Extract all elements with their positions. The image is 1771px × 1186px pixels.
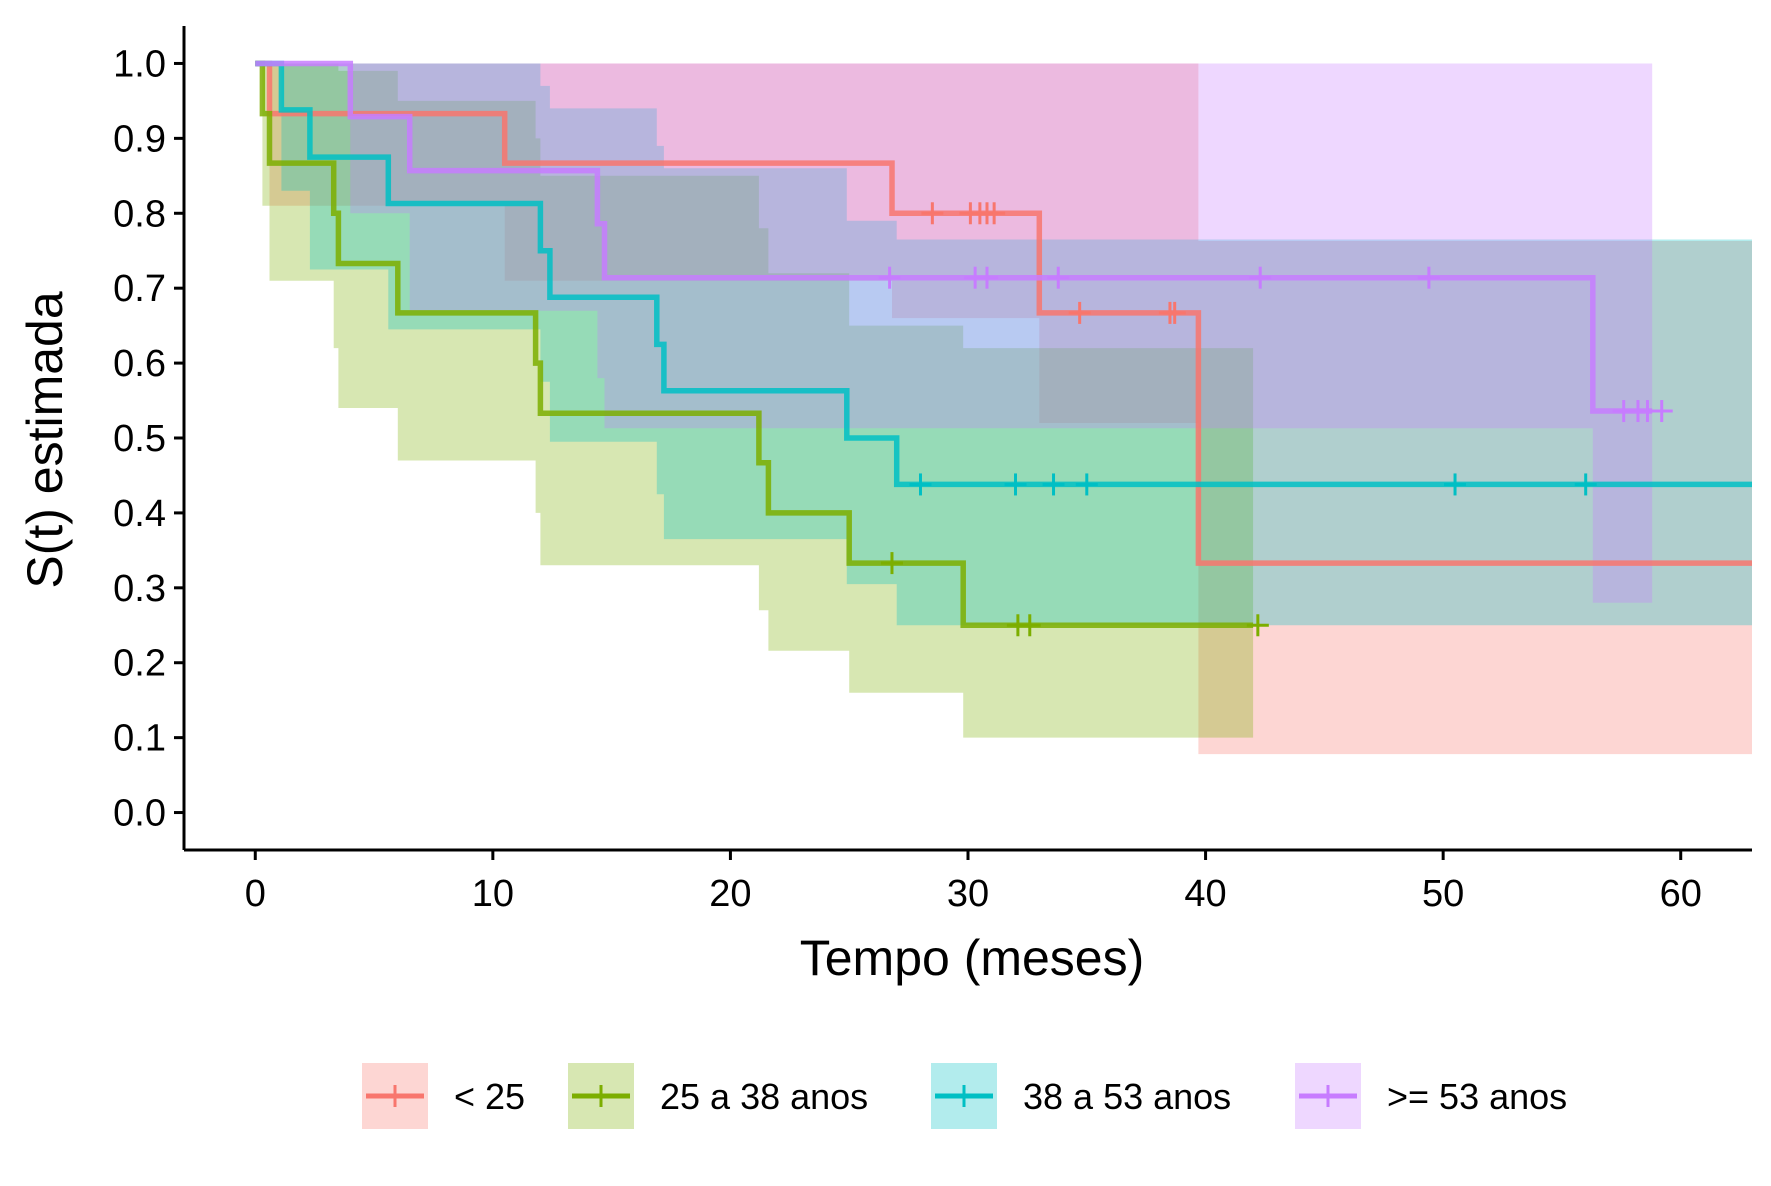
y-tick-label: 0.8	[113, 193, 166, 235]
censor-mark	[1574, 473, 1597, 496]
censor-mark	[1047, 266, 1070, 289]
axes: 0 10 20 30 40 50 60 0.00.10.20.30.40.50.60.70.…	[113, 26, 1752, 915]
censor-marks	[878, 202, 1673, 637]
legend-label: >= 53 anos	[1387, 1076, 1567, 1117]
confidence-band-0	[255, 63, 1752, 755]
y-tick-label: 0.1	[113, 718, 166, 760]
censor-mark	[921, 202, 944, 225]
legend-item: 25 a 38 anos	[568, 1063, 868, 1129]
censor-mark	[1042, 473, 1065, 496]
censor-mark	[1163, 301, 1186, 324]
survival-curves	[255, 60, 1752, 629]
confidence-band-1	[255, 63, 1254, 738]
censor-mark	[1068, 301, 1091, 324]
legend-item: >= 53 anos	[1295, 1063, 1567, 1129]
legend-item: < 25	[362, 1063, 525, 1129]
x-tick-label: 30	[947, 873, 989, 915]
legend-item: 38 a 53 anos	[931, 1063, 1231, 1129]
legend-label: 25 a 38 anos	[660, 1076, 868, 1117]
legend-label: 38 a 53 anos	[1023, 1076, 1231, 1117]
censor-mark	[1246, 614, 1269, 637]
censor-mark	[909, 473, 932, 496]
x-tick-label: 10	[472, 873, 514, 915]
x-axis-ticks: 0 10 20 30 40 50 60	[245, 850, 1702, 915]
y-axis-title: S(t) estimada	[17, 291, 73, 589]
censor-mark	[1004, 473, 1027, 496]
legend: < 25 25 a 38 anos 38 a 53 anos >= 53 anos	[362, 1063, 1567, 1129]
y-tick-label: 0.4	[113, 493, 166, 535]
y-tick-label: 1.0	[113, 43, 166, 85]
censor-mark	[1018, 614, 1041, 637]
legend-label: < 25	[454, 1076, 525, 1117]
survival-curve-2	[255, 60, 1752, 488]
y-tick-label: 0.6	[113, 343, 166, 385]
confidence-bands	[255, 63, 1752, 755]
censor-mark	[1417, 266, 1440, 289]
y-tick-label: 0.5	[113, 418, 166, 460]
survival-curve-3	[255, 60, 1653, 414]
y-tick-label: 0.2	[113, 643, 166, 685]
y-tick-label: 0.0	[113, 793, 166, 835]
x-tick-label: 50	[1422, 873, 1464, 915]
x-axis-title: Tempo (meses)	[800, 930, 1145, 986]
y-tick-label: 0.9	[113, 118, 166, 160]
survival-curve-0	[255, 60, 1752, 566]
confidence-band-3	[255, 63, 1653, 603]
x-tick-label: 20	[709, 873, 751, 915]
censor-mark	[1444, 473, 1467, 496]
censor-mark	[983, 202, 1006, 225]
y-tick-label: 0.7	[113, 268, 166, 310]
x-tick-label: 60	[1660, 873, 1702, 915]
y-tick-label: 0.3	[113, 568, 166, 610]
x-tick-label: 40	[1184, 873, 1226, 915]
survival-curve-1	[255, 60, 1254, 629]
censor-mark	[1075, 473, 1098, 496]
censor-mark	[976, 266, 999, 289]
y-axis-ticks: 0.0 0.1 0.2 0.3 0.4 0.5 0.6 0.7 0.8 0.9 1.0	[113, 43, 184, 835]
x-tick-label: 0	[245, 873, 266, 915]
censor-mark	[1650, 400, 1673, 423]
censor-mark	[1249, 266, 1272, 289]
censor-mark	[878, 266, 901, 289]
censor-mark	[880, 552, 903, 575]
